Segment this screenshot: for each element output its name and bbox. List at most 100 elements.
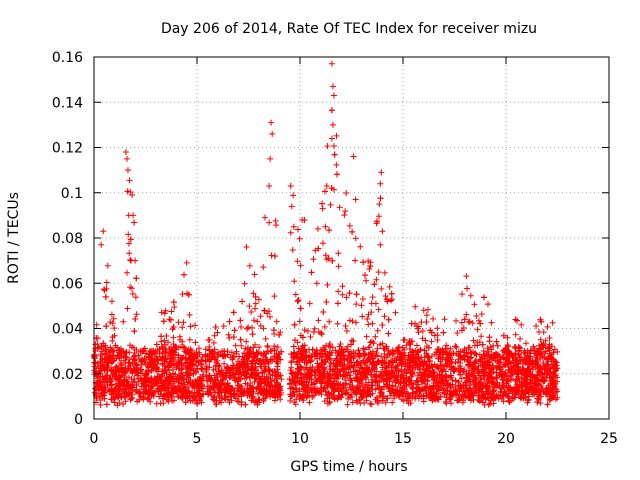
data-point — [360, 357, 367, 364]
data-point — [386, 378, 393, 385]
data-point — [363, 333, 370, 340]
data-point — [249, 358, 256, 365]
data-point — [95, 383, 102, 390]
data-point — [186, 351, 193, 358]
data-point — [204, 377, 211, 384]
data-point — [242, 401, 249, 408]
data-point — [459, 291, 466, 298]
data-point — [466, 318, 473, 325]
data-point — [421, 347, 428, 354]
data-point — [481, 376, 488, 383]
data-point — [331, 151, 338, 158]
data-point — [471, 359, 478, 366]
data-point — [457, 359, 464, 366]
data-point — [299, 334, 306, 341]
data-point — [545, 345, 552, 352]
data-point — [329, 257, 336, 264]
data-point — [291, 278, 298, 285]
data-point — [517, 335, 524, 342]
data-point — [423, 350, 430, 357]
data-point — [472, 358, 479, 365]
data-point — [389, 348, 396, 355]
data-point — [386, 283, 393, 290]
data-point — [210, 396, 217, 403]
data-point — [415, 395, 422, 402]
data-point — [348, 386, 355, 393]
data-point — [378, 353, 385, 360]
data-point — [303, 349, 310, 356]
data-point — [468, 354, 475, 361]
data-point — [508, 351, 515, 358]
data-point — [336, 392, 343, 399]
data-point — [252, 398, 259, 405]
data-point — [507, 375, 514, 382]
data-point — [535, 381, 542, 388]
data-point — [195, 382, 202, 389]
data-point — [475, 317, 482, 324]
data-point — [538, 365, 545, 372]
data-point — [415, 354, 422, 361]
data-point — [238, 342, 245, 349]
data-point — [256, 399, 263, 406]
data-point — [287, 397, 294, 404]
data-point — [246, 373, 253, 380]
data-point — [158, 338, 165, 345]
data-point — [385, 330, 392, 337]
data-point — [261, 367, 268, 374]
data-point — [485, 401, 492, 408]
data-point — [106, 378, 113, 385]
data-point — [537, 316, 544, 323]
data-point — [127, 236, 134, 243]
data-point — [446, 391, 453, 398]
data-point — [198, 361, 205, 368]
data-point — [385, 386, 392, 393]
data-point — [447, 388, 454, 395]
data-point — [492, 395, 499, 402]
data-point — [365, 321, 372, 328]
data-point — [313, 280, 320, 287]
data-point — [138, 377, 145, 383]
data-point — [127, 256, 134, 263]
data-point — [326, 363, 333, 370]
data-point — [346, 381, 353, 388]
data-point — [339, 283, 346, 290]
data-point — [108, 311, 115, 318]
data-point — [299, 343, 306, 350]
data-point — [241, 350, 248, 357]
data-point — [533, 358, 540, 365]
data-point — [230, 309, 237, 316]
data-point — [446, 358, 453, 365]
data-point — [493, 338, 500, 345]
data-point — [158, 388, 165, 395]
data-point — [487, 400, 494, 407]
data-point — [357, 243, 364, 250]
data-point — [255, 349, 262, 356]
data-point — [457, 371, 464, 378]
data-point — [297, 350, 304, 357]
data-point — [139, 380, 146, 387]
data-point — [232, 377, 239, 384]
data-point — [97, 351, 104, 358]
data-point — [347, 365, 354, 372]
data-point — [368, 309, 375, 316]
data-point — [353, 397, 360, 404]
data-point — [172, 371, 179, 378]
data-point — [324, 281, 331, 288]
data-point — [178, 394, 185, 401]
data-point — [425, 354, 432, 361]
data-point — [237, 317, 244, 324]
data-point — [100, 390, 107, 397]
data-point — [537, 400, 544, 407]
data-point — [91, 363, 98, 370]
data-point — [434, 336, 441, 343]
data-point — [200, 371, 207, 378]
data-point — [128, 285, 135, 292]
data-point — [309, 394, 316, 401]
data-point — [368, 382, 375, 389]
data-point — [501, 388, 508, 395]
data-point — [453, 344, 460, 351]
data-point — [112, 385, 119, 392]
data-point — [294, 298, 301, 305]
data-point — [412, 303, 419, 310]
data-point — [249, 331, 256, 338]
